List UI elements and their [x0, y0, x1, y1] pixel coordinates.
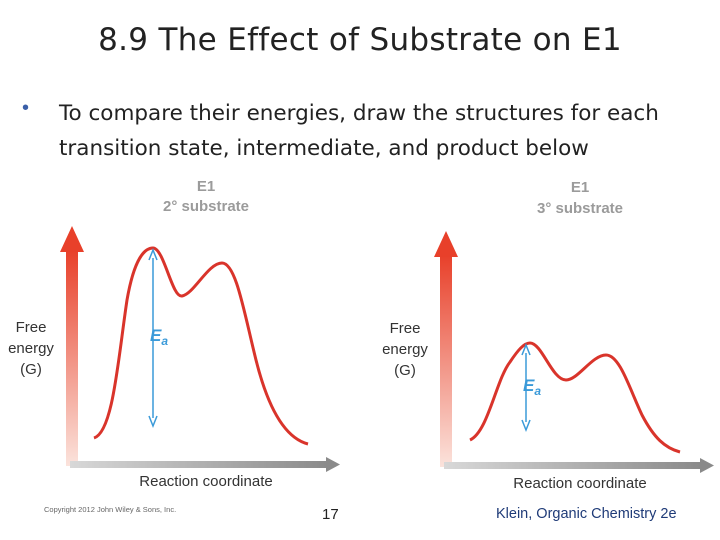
left-y-label-free: Free: [16, 319, 47, 336]
left-heading-e1: E1: [197, 178, 215, 195]
left-energy-curve: [93, 246, 309, 446]
left-ea-arrow-top: [148, 247, 158, 261]
right-heading-e1: E1: [571, 179, 589, 196]
page-number: 17: [322, 506, 339, 523]
right-x-label: Reaction coordinate: [513, 475, 646, 492]
right-energy-curve: [469, 341, 681, 454]
left-ea-arrow-bottom: [148, 415, 158, 429]
left-heading-substrate: 2° substrate: [163, 198, 249, 215]
right-y-label-free: Free: [390, 320, 421, 337]
left-ea-subscript: a: [161, 334, 168, 348]
right-y-label-energy: energy: [382, 341, 428, 358]
right-heading-substrate: 3° substrate: [537, 200, 623, 217]
right-ea-label: Ea: [523, 376, 541, 398]
left-x-axis-shaft: [70, 461, 328, 468]
left-y-axis-shaft: [66, 250, 78, 466]
copyright-notice: Copyright 2012 John Wiley & Sons, Inc.: [44, 505, 177, 514]
left-x-label: Reaction coordinate: [139, 473, 272, 490]
right-ea-arrow-top: [521, 342, 531, 356]
right-energy-diagram: E1 3° substrate Free energy (G) Ea React…: [382, 179, 714, 492]
right-y-label-g: (G): [394, 362, 416, 379]
textbook-credit: Klein, Organic Chemistry 2e: [496, 506, 677, 522]
left-ea-letter: E: [150, 326, 162, 345]
right-ea-arrow-bottom: [521, 419, 531, 433]
left-energy-diagram: E1 2° substrate Free energy (G) Ea React…: [8, 178, 340, 490]
left-y-axis-arrowhead: [60, 226, 84, 252]
left-y-label-energy: energy: [8, 340, 54, 357]
right-x-axis-arrowhead: [700, 458, 714, 473]
right-y-axis-arrowhead: [434, 231, 458, 257]
left-y-label-g: (G): [20, 361, 42, 378]
left-x-axis-arrowhead: [326, 457, 340, 472]
bullet-marker: •: [22, 97, 30, 119]
left-ea-label: Ea: [150, 326, 168, 348]
slide-title: 8.9 The Effect of Substrate on E1: [98, 22, 622, 58]
right-x-axis-shaft: [444, 462, 702, 469]
right-y-axis-shaft: [440, 255, 452, 467]
bullet-text: To compare their energies, draw the stru…: [59, 101, 659, 161]
right-ea-subscript: a: [534, 384, 541, 398]
right-ea-letter: E: [523, 376, 535, 395]
